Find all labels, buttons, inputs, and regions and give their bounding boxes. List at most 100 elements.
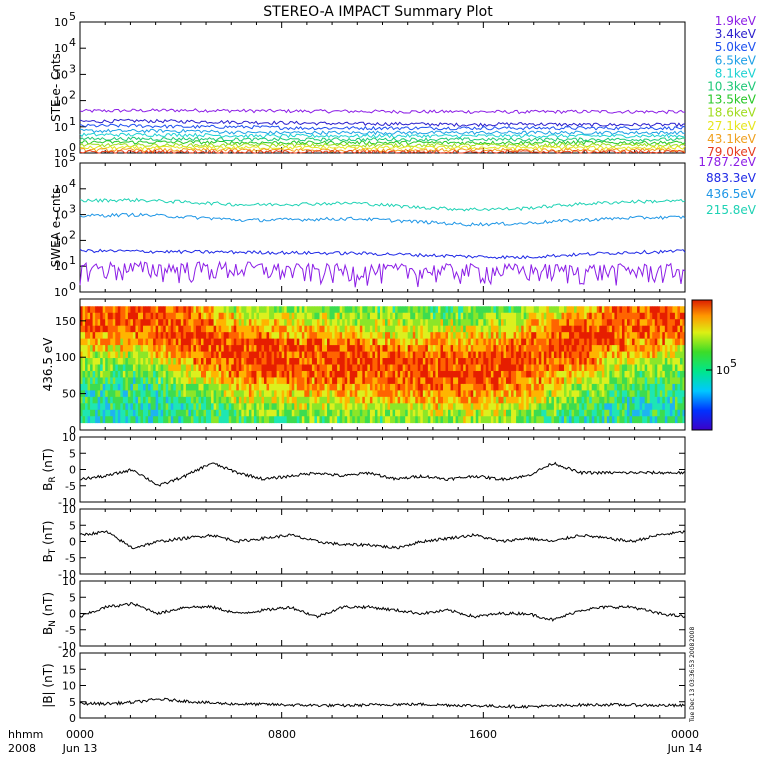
heatmap-cell [337, 332, 341, 340]
heatmap-cell [450, 345, 454, 352]
heatmap-cell [258, 390, 262, 398]
heatmap-cell [392, 377, 396, 385]
heatmap-cell [415, 377, 419, 385]
heatmap-cell [294, 370, 298, 378]
heatmap-cell [601, 306, 605, 314]
heatmap-cell [291, 364, 295, 372]
heatmap-cell [390, 358, 393, 365]
heatmap-cell [130, 409, 134, 417]
heatmap-cell [266, 377, 270, 385]
heatmap-cell [637, 351, 641, 359]
heatmap-cell [180, 338, 184, 346]
heatmap-cell [531, 332, 535, 340]
heatmap-cell [528, 364, 532, 372]
heatmap-cell [339, 345, 343, 352]
panel-5-ylabel: BN (nT) [41, 592, 58, 635]
heatmap-cell [624, 332, 628, 340]
heatmap-cell [667, 416, 671, 424]
heatmap-cell [674, 338, 678, 346]
heatmap-cell [581, 364, 585, 372]
heatmap-cell [357, 358, 361, 365]
heatmap-cell [407, 377, 411, 385]
heatmap-cell [354, 390, 358, 398]
heatmap-cell [561, 416, 565, 424]
heatmap-cell [569, 370, 572, 378]
heatmap-cell [634, 364, 638, 372]
heatmap-cell [180, 325, 184, 333]
heatmap-cell [168, 358, 172, 365]
heatmap-cell [405, 409, 409, 417]
heatmap-cell [289, 345, 293, 352]
heatmap-cell [347, 358, 351, 365]
heatmap-cell [637, 345, 641, 352]
heatmap-cell [362, 383, 366, 391]
heatmap-cell [223, 319, 227, 327]
heatmap-cell [450, 377, 454, 385]
heatmap-cell [443, 396, 446, 404]
heatmap-cell [662, 312, 666, 320]
heatmap-cell [475, 312, 479, 320]
heatmap-cell [382, 377, 386, 385]
heatmap-cell [445, 306, 449, 314]
heatmap-cell [632, 332, 635, 340]
heatmap-cell [637, 312, 641, 320]
heatmap-cell [82, 325, 86, 333]
heatmap-cell [168, 319, 172, 327]
heatmap-cell [188, 351, 192, 359]
heatmap-cell [508, 396, 512, 404]
heatmap-cell [478, 312, 482, 320]
heatmap-cell [480, 370, 484, 378]
heatmap-cell [392, 409, 396, 417]
heatmap-cell [594, 364, 598, 372]
heatmap-cell [206, 312, 209, 320]
heatmap-cell [400, 396, 404, 404]
heatmap-cell [634, 338, 638, 346]
heatmap-cell [473, 416, 477, 424]
heatmap-cell [450, 306, 454, 314]
heatmap-cell [329, 416, 333, 424]
heatmap-cell [148, 390, 151, 398]
heatmap-cell [410, 351, 414, 359]
heatmap-cell [201, 364, 204, 372]
heatmap-cell [372, 396, 376, 404]
heatmap-cell [218, 332, 222, 340]
heatmap-cell [674, 370, 678, 378]
heatmap-cell [425, 383, 429, 391]
heatmap-cell [455, 332, 459, 340]
heatmap-cell [468, 364, 472, 372]
heatmap-cell [513, 345, 517, 352]
heatmap-cell [558, 325, 562, 333]
heatmap-cell [112, 383, 116, 391]
heatmap-cell [132, 312, 136, 320]
heatmap-cell [649, 364, 653, 372]
heatmap-cell [551, 409, 555, 417]
heatmap-cell [614, 370, 618, 378]
heatmap-cell [153, 345, 157, 352]
heatmap-cell [624, 319, 628, 327]
heatmap-cell [163, 312, 167, 320]
heatmap-cell [679, 390, 683, 398]
heatmap-cell [231, 370, 235, 378]
heatmap-cell [271, 409, 275, 417]
heatmap-cell [463, 351, 467, 359]
heatmap-cell [377, 312, 381, 320]
heatmap-cell [188, 364, 192, 372]
panel-0-ytick-exp: 0 [69, 141, 76, 154]
heatmap-cell [203, 312, 207, 320]
heatmap-cell [564, 358, 567, 365]
heatmap-cell [145, 358, 149, 365]
heatmap-cell [601, 370, 605, 378]
heatmap-cell [236, 319, 240, 327]
heatmap-cell [387, 390, 391, 398]
heatmap-cell [637, 358, 641, 365]
heatmap-cell [195, 396, 199, 404]
heatmap-cell [183, 370, 187, 378]
heatmap-cell [115, 345, 119, 352]
heatmap-cell [349, 325, 353, 333]
heatmap-cell [385, 312, 388, 320]
heatmap-cell [296, 345, 300, 352]
heatmap-cell [465, 325, 469, 333]
heatmap-cell [105, 338, 109, 346]
heatmap-cell [508, 383, 512, 391]
heatmap-cell [296, 338, 300, 346]
